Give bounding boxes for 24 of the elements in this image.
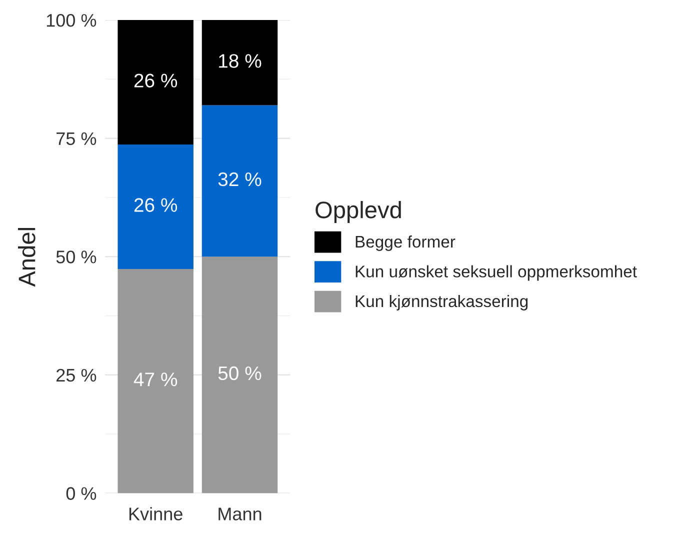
bar — [202, 256, 278, 494]
legend-label: Begge former — [356, 235, 456, 251]
x-tick-label: Mann — [218, 508, 262, 520]
y-tick-label: 0 % — [66, 487, 96, 500]
y-tick-label: 75 % — [56, 132, 96, 146]
x-tick-label: Kvinne — [129, 507, 182, 520]
data-label: 18 % — [219, 54, 262, 68]
data-label: 32 % — [218, 172, 262, 186]
y-axis-title: Andel — [18, 228, 36, 287]
legend-title: Opplevd — [316, 201, 401, 224]
bar — [118, 268, 194, 494]
bar — [118, 20, 194, 144]
bar — [118, 144, 194, 269]
legend-label: Kun kjønnstrakassering — [356, 294, 528, 310]
legend-label: Kun uønsket seksuell oppmerksomhet — [356, 265, 637, 281]
data-label: 26 % — [134, 198, 178, 212]
data-label: 26 % — [134, 74, 178, 88]
y-tick-label: 50 % — [56, 250, 96, 264]
y-tick-label: 25 % — [56, 368, 96, 382]
bar — [202, 105, 278, 257]
data-label: 47 % — [134, 372, 178, 386]
data-label: 50 % — [218, 366, 262, 380]
y-tick-label: 100 % — [46, 14, 96, 27]
bar — [202, 20, 278, 106]
